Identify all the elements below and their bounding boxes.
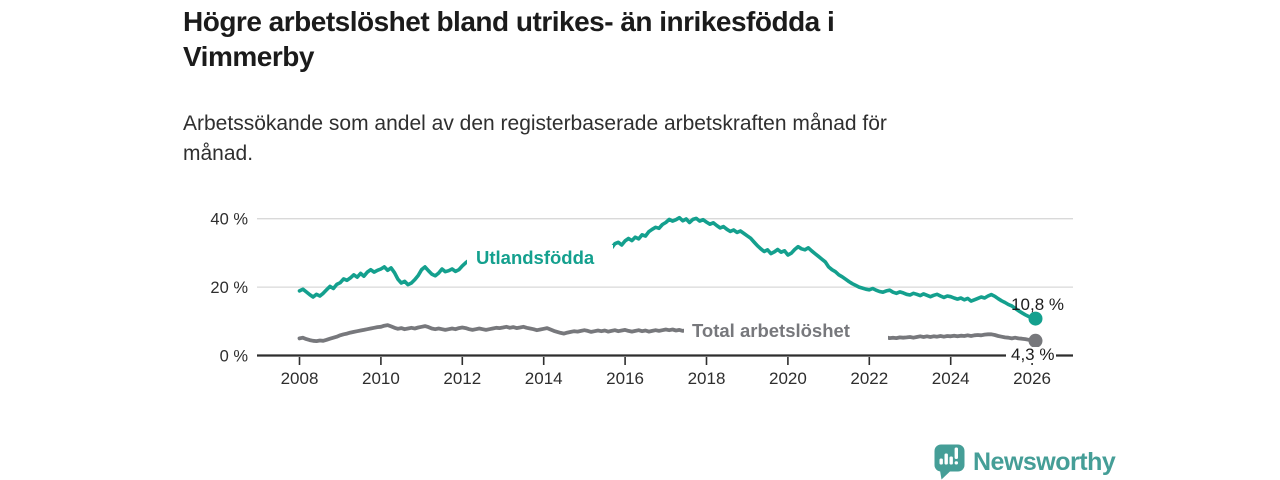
series-label-mask [684, 318, 888, 341]
x-tick-label: 2022 [850, 369, 888, 388]
series-end-dot [1028, 311, 1043, 326]
end-label-mask [1006, 347, 1056, 363]
series-label-total-arbetsloshet: Total arbetslöshet [692, 320, 850, 341]
chart-title: Högre arbetslöshet bland utrikes- än inr… [183, 4, 835, 74]
x-tick-label: 2026 [1013, 369, 1051, 388]
series-label-utlandsfodda: Utlandsfödda [476, 247, 595, 268]
y-tick-label: 0 % [220, 348, 249, 366]
x-tick-label: 2014 [525, 369, 563, 388]
chart-title-line-2: Vimmerby [183, 41, 314, 72]
x-tick-label: 2012 [443, 369, 481, 388]
series-end-dot [1028, 333, 1043, 348]
chart-subtitle: Arbetssökande som andel av den registerb… [183, 109, 887, 169]
series-label-mask [467, 245, 613, 269]
series-line-total-arbetsloshet [297, 323, 1038, 344]
y-tick-label: 20 % [210, 279, 248, 297]
x-tick-label: 2010 [362, 369, 400, 388]
series-end-value-label: 4,3 % [1011, 345, 1054, 364]
x-tick-label: 2020 [769, 369, 807, 388]
x-tick-label: 2024 [932, 369, 970, 388]
newsworthy-logo-text: Newsworthy [973, 448, 1116, 476]
chart-subtitle-line-1: Arbetssökande som andel av den registerb… [183, 112, 887, 135]
newsworthy-speech-bubble-bar-chart-icon [934, 444, 965, 480]
newsworthy-logo[interactable]: Newsworthy [934, 444, 1116, 480]
x-tick-label: 2018 [688, 369, 726, 388]
y-tick-label: 40 % [210, 211, 248, 229]
series-end-value-label: 10,8 % [1011, 295, 1064, 314]
series-line-utlandsfodda [297, 215, 1038, 321]
x-tick-label: 2008 [281, 369, 319, 388]
chart-title-line-1: Högre arbetslöshet bland utrikes- än inr… [183, 6, 835, 37]
x-tick-label: 2016 [606, 369, 644, 388]
chart-subtitle-line-2: månad. [183, 142, 254, 165]
